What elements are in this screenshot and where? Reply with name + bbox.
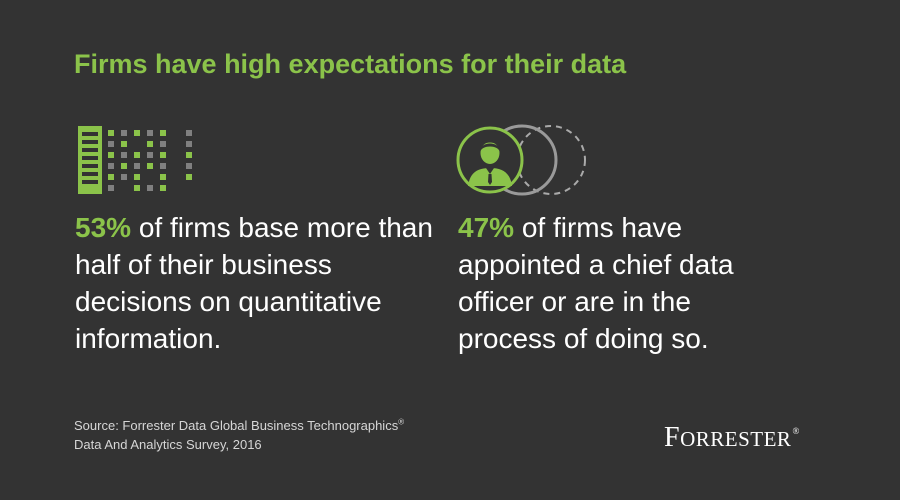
- grid-dot: [108, 152, 114, 158]
- grid-dot: [160, 130, 166, 136]
- grid-dot: [121, 141, 127, 147]
- grid-dot: [186, 163, 192, 169]
- grid-dot: [134, 174, 140, 180]
- stat-text: of firms have appointed a chief data off…: [458, 212, 734, 354]
- person-icon: [468, 140, 512, 186]
- logo-initial: F: [664, 422, 681, 453]
- grid-dot: [108, 185, 114, 191]
- grid-dot: [186, 130, 192, 136]
- grid-dot: [160, 174, 166, 180]
- logo-rest: ORRESTER: [680, 427, 792, 451]
- stat-text: of firms base more than half of their bu…: [75, 212, 433, 354]
- grid-dot: [134, 185, 140, 191]
- grid-dot: [108, 130, 114, 136]
- grid-dot: [160, 163, 166, 169]
- stat-percent: 47%: [458, 212, 515, 243]
- grid-dot: [108, 141, 114, 147]
- grid-dot: [121, 174, 127, 180]
- grid-dot: [121, 130, 127, 136]
- grid-dot: [160, 152, 166, 158]
- grid-dot: [134, 130, 140, 136]
- grid-dot: [160, 141, 166, 147]
- officer-icon: [456, 124, 586, 196]
- grid-dot: [134, 163, 140, 169]
- grid-dot: [147, 163, 153, 169]
- registered-mark: ®: [398, 417, 405, 427]
- source-line-1: Source: Forrester Data Global Business T…: [74, 418, 399, 433]
- grid-dot: [121, 152, 127, 158]
- grid-dot: [160, 185, 166, 191]
- grid-dot: [121, 163, 127, 169]
- stat-chief-data-officer: 47% of firms have appointed a chief data…: [458, 209, 788, 357]
- page-title: Firms have high expectations for their d…: [74, 49, 627, 79]
- grid-dot: [147, 130, 153, 136]
- dashed-circle-icon: [516, 125, 586, 195]
- forrester-logo: FORRESTER®: [664, 422, 800, 454]
- grid-dot: [186, 141, 192, 147]
- stat-percent: 53%: [75, 212, 132, 243]
- logo-registered-mark: ®: [792, 426, 800, 436]
- grid-dot: [186, 174, 192, 180]
- grid-dot: [147, 152, 153, 158]
- building-icon: [78, 126, 192, 194]
- source-note: Source: Forrester Data Global Business T…: [74, 416, 494, 454]
- grid-dot: [147, 141, 153, 147]
- grid-dot: [108, 174, 114, 180]
- stat-quantitative-decisions: 53% of firms base more than half of thei…: [75, 209, 435, 357]
- grid-dot: [147, 185, 153, 191]
- source-line-2: Data And Analytics Survey, 2016: [74, 437, 262, 452]
- grid-dot: [186, 152, 192, 158]
- grid-dot: [108, 163, 114, 169]
- grid-dot: [134, 152, 140, 158]
